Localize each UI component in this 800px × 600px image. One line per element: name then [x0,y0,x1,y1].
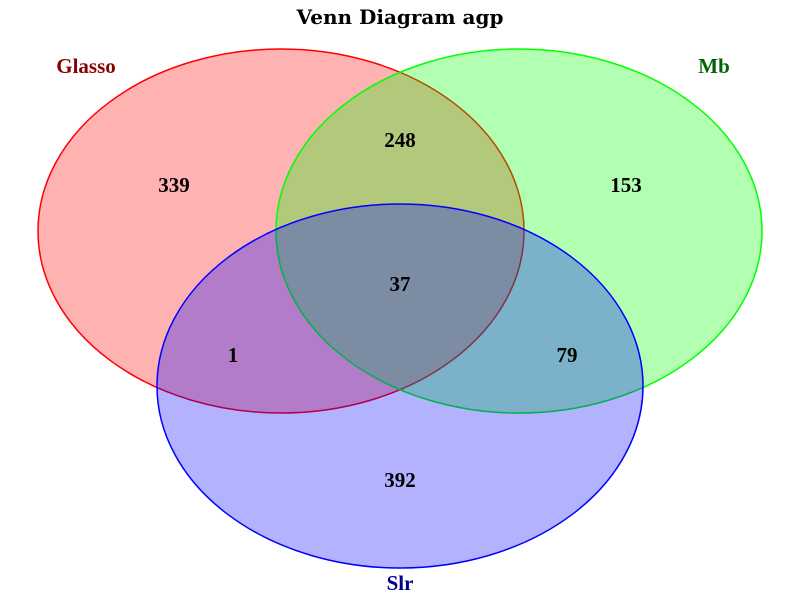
count-mb-slr: 79 [557,343,578,367]
set-label-glasso: Glasso [56,54,116,78]
count-glasso-only: 339 [158,173,190,197]
count-mb-only: 153 [610,173,642,197]
count-slr-only: 392 [384,468,416,492]
count-glasso-slr: 1 [228,343,239,367]
set-ellipse-slr [156,203,644,569]
count-glasso-mb: 248 [384,128,416,152]
count-all: 37 [390,272,411,296]
set-ellipse-glasso [37,48,525,414]
set-ellipse-mb [275,48,763,414]
set-label-mb: Mb [698,54,730,78]
set-label-slr: Slr [387,571,414,595]
diagram-title: Venn Diagram agp [296,5,504,29]
